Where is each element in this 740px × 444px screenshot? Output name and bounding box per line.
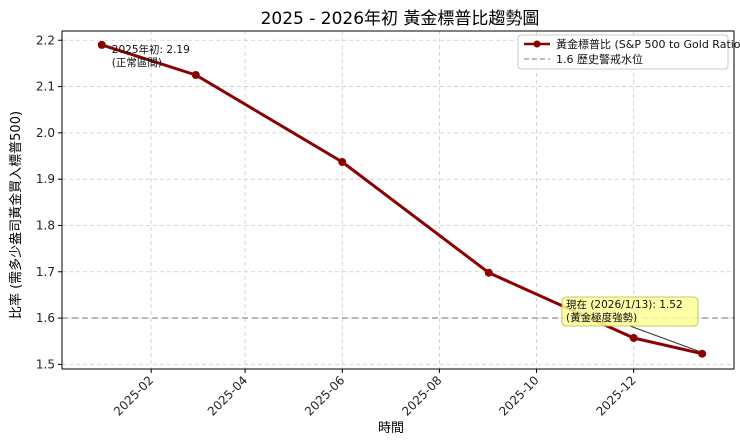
- legend-box: [517, 34, 729, 70]
- legend: 黃金標普比 (S&P 500 to Gold Ratio) 1.6 歷史警戒水位: [517, 34, 740, 70]
- x-axis-label: 時間: [378, 421, 404, 436]
- y-tick-label: 2.2: [36, 33, 55, 47]
- annotation-current-text: (黃金極度強勢): [566, 311, 637, 324]
- y-tick-label: 1.8: [36, 218, 55, 232]
- y-tick-label: 2.0: [36, 126, 55, 140]
- data-point: [338, 158, 347, 167]
- data-point: [629, 333, 638, 342]
- y-tick-label: 1.7: [36, 265, 55, 279]
- data-point: [191, 70, 200, 79]
- annotation-arrow: [629, 325, 701, 353]
- legend-series-label: 黃金標普比 (S&P 500 to Gold Ratio): [556, 37, 740, 51]
- y-axis-label: 比率 (需多少盎司黃金買入標普500): [8, 111, 24, 319]
- legend-reference-label: 1.6 歷史警戒水位: [556, 52, 643, 66]
- annotation-current-text: 現在 (2026/1/13): 1.52: [566, 299, 683, 311]
- chart-title: 2025 - 2026年初 黃金標普比趨勢圖: [261, 9, 540, 29]
- y-tick-label: 2.1: [36, 80, 55, 94]
- data-point: [484, 268, 493, 277]
- plot-area: [61, 30, 735, 370]
- y-tick-label: 1.5: [36, 357, 55, 371]
- series-line: [101, 43, 703, 356]
- annotation-start-text: (正常區間): [112, 56, 162, 69]
- annotation-arrow: [103, 45, 112, 50]
- annotation-start-text: 2025年初: 2.19: [112, 43, 190, 56]
- y-tick-label: 1.6: [36, 311, 55, 325]
- y-tick-label: 1.9: [36, 172, 55, 186]
- annotation-current-box: [561, 296, 699, 327]
- data-point: [97, 40, 106, 49]
- legend-series-marker: [533, 40, 541, 48]
